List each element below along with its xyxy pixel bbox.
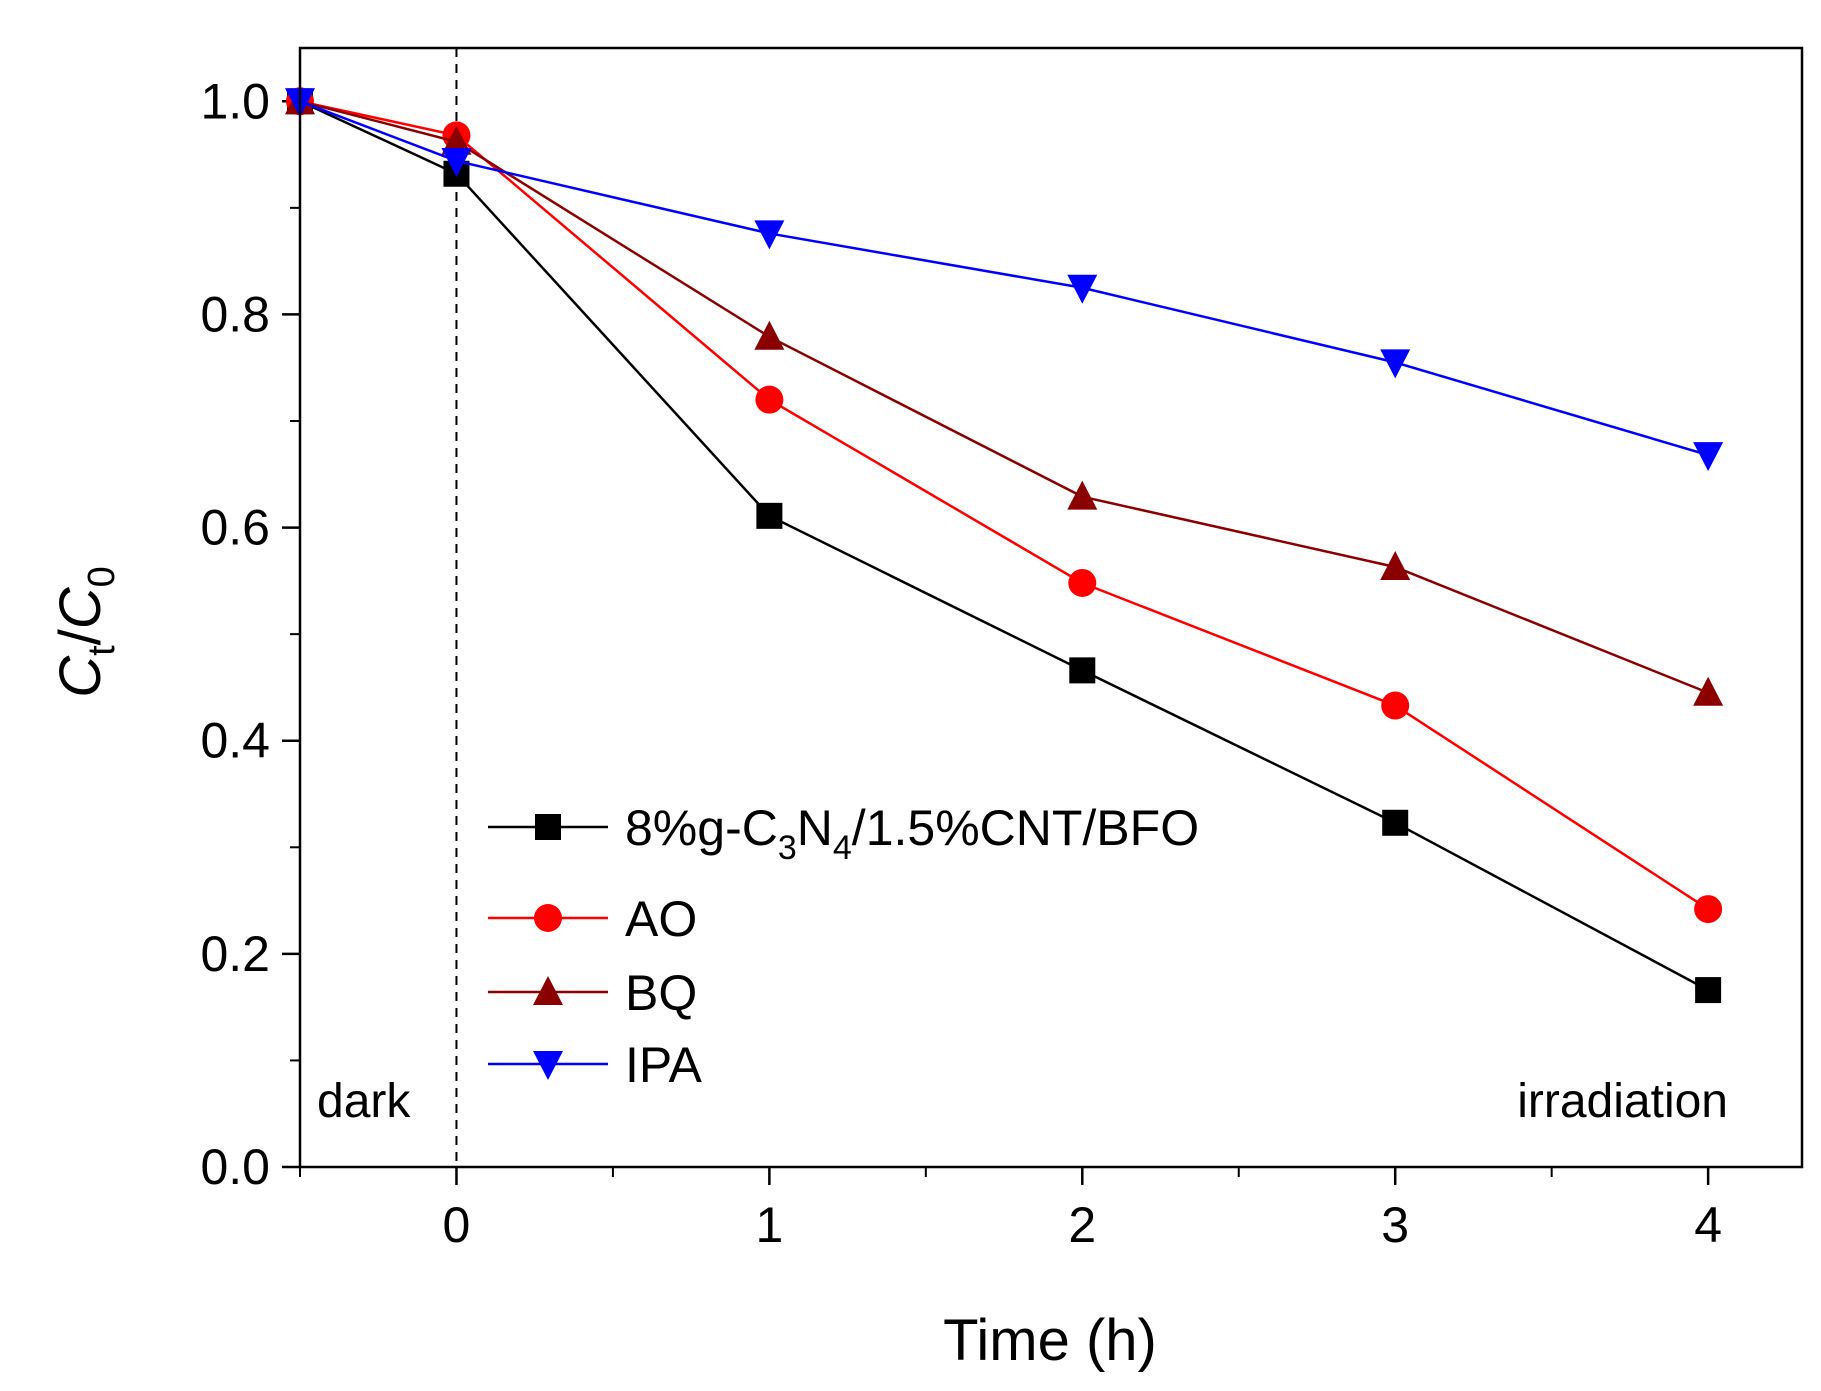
data-point [1382, 809, 1409, 836]
y-axis-title-slash: / [48, 628, 113, 645]
irradiation-annotation: irradiation [1517, 1075, 1728, 1128]
y-axis-title-c0: C [48, 586, 113, 629]
series-line [299, 100, 1709, 992]
y-tick-label: 0.2 [200, 926, 270, 982]
x-tick-label: 4 [1694, 1197, 1722, 1253]
data-point [1693, 442, 1724, 472]
y-tick-label: 1.0 [200, 73, 270, 129]
y-axis-title-sub-t: t [81, 645, 123, 656]
x-tick-label: 0 [443, 1197, 471, 1253]
legend-marker [533, 976, 563, 1005]
legend-subscript: 4 [833, 829, 852, 867]
y-axis-title-sub-0: 0 [81, 566, 123, 587]
y-tick-label: 0.8 [200, 286, 270, 342]
data-point [756, 502, 783, 529]
data-point [755, 385, 784, 414]
data-point [1694, 895, 1723, 924]
data-point [754, 220, 785, 250]
y-axis-title: Ct/C0 [48, 566, 123, 698]
tick-layer: 0 1 2 3 40.00.20.40.60.81.0 [200, 73, 1722, 1253]
data-point [1695, 977, 1722, 1004]
y-tick-label: 0.4 [200, 713, 270, 769]
legend-text-part: 8%g-C [625, 800, 778, 856]
legend-entry: AO [488, 891, 697, 947]
data-point [1069, 657, 1096, 684]
data-point [1380, 551, 1411, 581]
series-2 [285, 85, 1724, 706]
y-tick-label: 0.6 [200, 500, 270, 556]
data-point [441, 147, 472, 177]
legend-entry: BQ [488, 965, 697, 1021]
plot-frame [298, 46, 1804, 1169]
legend-label: BQ [625, 965, 697, 1021]
legend-label: 8%g-C3N4/1.5%CNT/BFO [625, 800, 1199, 867]
dark-annotation: dark [317, 1075, 411, 1128]
data-point [1381, 691, 1410, 720]
series-line [299, 100, 1709, 457]
data-point [1067, 480, 1098, 510]
data-point [1068, 568, 1097, 597]
legend-marker [533, 1051, 563, 1080]
legend-text-part: N [797, 800, 833, 856]
data-point [441, 125, 472, 155]
legend-entry: 8%g-C3N4/1.5%CNT/BFO [488, 800, 1199, 867]
legend-marker [534, 904, 562, 932]
x-tick-label: 3 [1381, 1197, 1409, 1253]
legend: 8%g-C3N4/1.5%CNT/BFO AO BQ IPA [488, 800, 1199, 1093]
x-tick-label: 1 [755, 1197, 783, 1253]
legend-text-part: /1.5%CNT/BFO [852, 800, 1199, 856]
series-line [299, 100, 1709, 694]
x-axis-title: Time (h) [943, 1308, 1157, 1373]
y-tick-label: 0.0 [200, 1139, 270, 1195]
legend-subscript: 3 [778, 829, 797, 867]
series-line [299, 100, 1709, 911]
series-3 [285, 88, 1724, 472]
data-point [1380, 349, 1411, 379]
data-point [754, 320, 785, 350]
data-point [1067, 274, 1098, 304]
y-axis-title-c: C [48, 655, 113, 698]
legend-entry: IPA [488, 1037, 703, 1093]
legend-label: AO [625, 891, 697, 947]
data-point [1693, 676, 1724, 706]
x-tick-label: 2 [1068, 1197, 1096, 1253]
legend-marker [535, 814, 561, 840]
legend-label: IPA [625, 1037, 703, 1093]
